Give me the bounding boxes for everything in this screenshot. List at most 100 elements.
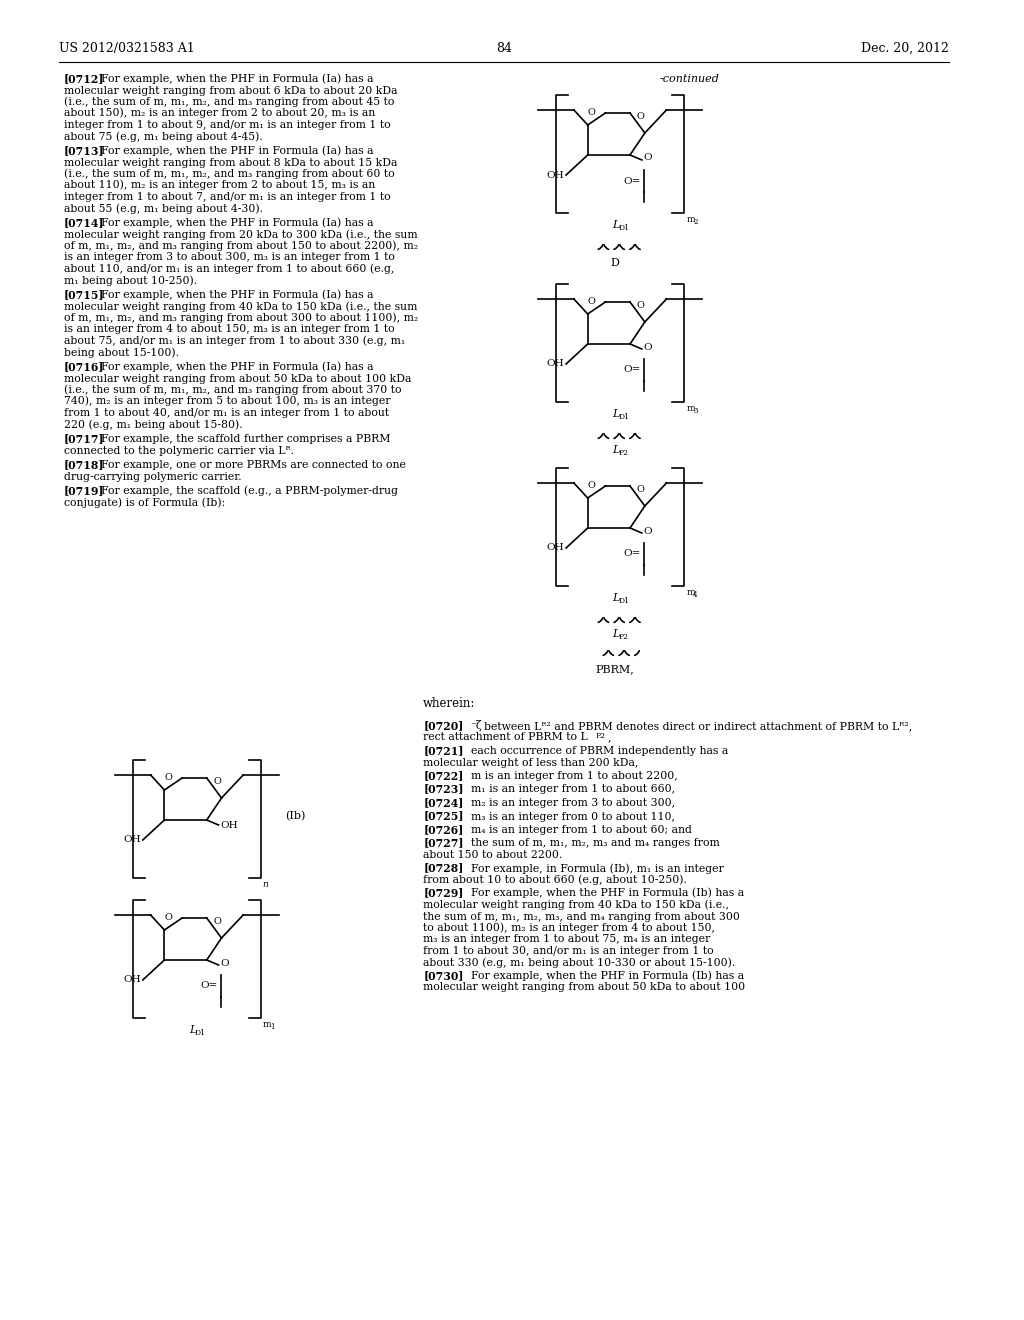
Text: [0727]: [0727] [423, 837, 464, 849]
Text: 3: 3 [693, 407, 697, 414]
Text: O: O [214, 917, 221, 927]
Text: [0716]: [0716] [63, 360, 104, 372]
Text: integer from 1 to about 9, and/or m₁ is an integer from 1 to: integer from 1 to about 9, and/or m₁ is … [63, 120, 390, 129]
Text: [0715]: [0715] [63, 289, 104, 300]
Text: OH: OH [547, 170, 564, 180]
Text: [0725]: [0725] [423, 810, 464, 821]
Text: O: O [588, 108, 596, 117]
Text: For example, when the PHF in Formula (Ia) has a: For example, when the PHF in Formula (Ia… [101, 145, 374, 156]
Text: [0724]: [0724] [423, 797, 464, 808]
Text: [0726]: [0726] [423, 824, 464, 836]
Text: OH: OH [547, 359, 564, 368]
Text: [0728]: [0728] [423, 862, 464, 874]
Text: D1: D1 [195, 1030, 206, 1038]
Text: [0719]: [0719] [63, 484, 104, 496]
Text: D: D [611, 257, 620, 268]
Text: P2: P2 [596, 731, 605, 739]
Text: molecular weight ranging from about 50 kDa to about 100 kDa: molecular weight ranging from about 50 k… [63, 374, 412, 384]
Text: O: O [588, 297, 596, 306]
Text: O=: O= [624, 177, 641, 186]
Text: O: O [165, 774, 172, 781]
Text: [0713]: [0713] [63, 145, 104, 156]
Text: [0721]: [0721] [423, 744, 464, 756]
Text: from about 10 to about 660 (e.g, about 10-250).: from about 10 to about 660 (e.g, about 1… [423, 874, 687, 884]
Text: O=: O= [624, 549, 641, 558]
Text: about 150 to about 2200.: about 150 to about 2200. [423, 850, 562, 861]
Text: O: O [644, 153, 652, 162]
Text: n: n [263, 880, 268, 888]
Text: [0722]: [0722] [423, 770, 464, 781]
Text: O: O [644, 342, 652, 351]
Text: ⁻ζ: ⁻ζ [471, 719, 482, 731]
Text: 1: 1 [269, 1023, 274, 1031]
Text: each occurrence of PBRM independently has a: each occurrence of PBRM independently ha… [471, 746, 728, 756]
Text: molecular weight ranging from 20 kDa to 300 kDa (i.e., the sum: molecular weight ranging from 20 kDa to … [63, 228, 418, 239]
Text: (i.e., the sum of m, m₁, m₂, and m₃ ranging from about 370 to: (i.e., the sum of m, m₁, m₂, and m₃ rang… [63, 384, 401, 395]
Text: For example, when the PHF in Formula (Ib) has a: For example, when the PHF in Formula (Ib… [471, 888, 743, 899]
Text: OH: OH [123, 975, 140, 985]
Text: O=: O= [200, 982, 217, 990]
Text: m: m [686, 215, 694, 224]
Text: [0720]: [0720] [423, 719, 464, 731]
Text: O: O [220, 958, 229, 968]
Text: integer from 1 to about 7, and/or m₁ is an integer from 1 to: integer from 1 to about 7, and/or m₁ is … [63, 191, 390, 202]
Text: molecular weight ranging from about 50 kDa to about 100: molecular weight ranging from about 50 k… [423, 982, 745, 993]
Text: US 2012/0321583 A1: US 2012/0321583 A1 [59, 42, 195, 55]
Text: P2: P2 [618, 634, 628, 642]
Text: O: O [588, 480, 596, 490]
Text: 740), m₂ is an integer from 5 to about 100, m₃ is an integer: 740), m₂ is an integer from 5 to about 1… [63, 396, 390, 407]
Text: O: O [165, 913, 172, 921]
Text: connected to the polymeric carrier via Lᴿ.: connected to the polymeric carrier via L… [63, 446, 294, 455]
Text: molecular weight ranging from about 6 kDa to about 20 kDa: molecular weight ranging from about 6 kD… [63, 86, 397, 95]
Text: For example, when the PHF in Formula (Ia) has a: For example, when the PHF in Formula (Ia… [101, 74, 374, 84]
Text: molecular weight ranging from 40 kDa to 150 kDa (i.e.,: molecular weight ranging from 40 kDa to … [423, 899, 729, 909]
Text: about 110, and/or m₁ is an integer from 1 to about 660 (e.g,: about 110, and/or m₁ is an integer from … [63, 264, 394, 275]
Text: is an integer from 3 to about 300, m₃ is an integer from 1 to: is an integer from 3 to about 300, m₃ is… [63, 252, 395, 263]
Text: m₃ is an integer from 1 to about 75, m₄ is an integer: m₃ is an integer from 1 to about 75, m₄ … [423, 935, 711, 945]
Text: Dec. 20, 2012: Dec. 20, 2012 [861, 42, 949, 55]
Text: m₂ is an integer from 3 to about 300,: m₂ is an integer from 3 to about 300, [471, 799, 675, 808]
Text: [0729]: [0729] [423, 887, 464, 899]
Text: about 75, and/or m₁ is an integer from 1 to about 330 (e.g, m₁: about 75, and/or m₁ is an integer from 1… [63, 335, 406, 346]
Text: L: L [612, 409, 620, 418]
Text: O: O [214, 777, 221, 785]
Text: L: L [612, 220, 620, 230]
Text: m₃ is an integer from 0 to about 110,: m₃ is an integer from 0 to about 110, [471, 812, 675, 821]
Text: O: O [637, 484, 645, 494]
Text: to about 1100), m₂ is an integer from 4 to about 150,: to about 1100), m₂ is an integer from 4 … [423, 923, 716, 933]
Text: [0712]: [0712] [63, 73, 104, 84]
Text: O: O [637, 301, 645, 310]
Text: of m, m₁, m₂, and m₃ ranging from about 300 to about 1100), m₂: of m, m₁, m₂, and m₃ ranging from about … [63, 313, 418, 323]
Text: [0723]: [0723] [423, 784, 464, 795]
Text: OH: OH [123, 836, 140, 845]
Text: m: m [263, 1020, 271, 1030]
Text: -continued: -continued [659, 74, 719, 84]
Text: wherein:: wherein: [423, 697, 476, 710]
Text: from 1 to about 40, and/or m₁ is an integer from 1 to about: from 1 to about 40, and/or m₁ is an inte… [63, 408, 389, 418]
Text: drug-carrying polymeric carrier.: drug-carrying polymeric carrier. [63, 471, 242, 482]
Text: conjugate) is of Formula (Ib):: conjugate) is of Formula (Ib): [63, 496, 225, 507]
Text: For example, the scaffold (e.g., a PBRM-polymer-drug: For example, the scaffold (e.g., a PBRM-… [101, 486, 398, 496]
Text: between Lᴿ² and PBRM denotes direct or indirect attachment of PBRM to Lᴿ²,: between Lᴿ² and PBRM denotes direct or i… [484, 721, 912, 731]
Text: (Ib): (Ib) [286, 810, 306, 821]
Text: 2: 2 [693, 218, 697, 226]
Text: (i.e., the sum of m, m₁, m₂, and m₃ ranging from about 45 to: (i.e., the sum of m, m₁, m₂, and m₃ rang… [63, 96, 394, 107]
Text: For example, the scaffold further comprises a PBRM: For example, the scaffold further compri… [101, 434, 391, 444]
Text: molecular weight ranging from about 8 kDa to about 15 kDa: molecular weight ranging from about 8 kD… [63, 157, 397, 168]
Text: the sum of m, m₁, m₂, m₃ and m₄ ranges from: the sum of m, m₁, m₂, m₃ and m₄ ranges f… [471, 838, 719, 849]
Text: [0714]: [0714] [63, 216, 104, 228]
Text: PBRM,: PBRM, [596, 664, 635, 675]
Text: 220 (e.g, m₁ being about 15-80).: 220 (e.g, m₁ being about 15-80). [63, 418, 243, 429]
Text: D1: D1 [618, 597, 629, 605]
Text: For example, one or more PBRMs are connected to one: For example, one or more PBRMs are conne… [101, 459, 407, 470]
Text: L: L [189, 1026, 197, 1035]
Text: [0718]: [0718] [63, 459, 104, 470]
Text: being about 15-100).: being about 15-100). [63, 347, 179, 358]
Text: For example, when the PHF in Formula (Ib) has a: For example, when the PHF in Formula (Ib… [471, 970, 743, 981]
Text: ,: , [607, 733, 611, 742]
Text: molecular weight ranging from 40 kDa to 150 kDa (i.e., the sum: molecular weight ranging from 40 kDa to … [63, 301, 418, 312]
Text: about 330 (e.g, m₁ being about 10-330 or about 15-100).: about 330 (e.g, m₁ being about 10-330 or… [423, 957, 735, 968]
Text: L: L [612, 593, 620, 603]
Text: from 1 to about 30, and/or m₁ is an integer from 1 to: from 1 to about 30, and/or m₁ is an inte… [423, 946, 714, 956]
Text: For example, when the PHF in Formula (Ia) has a: For example, when the PHF in Formula (Ia… [101, 218, 374, 228]
